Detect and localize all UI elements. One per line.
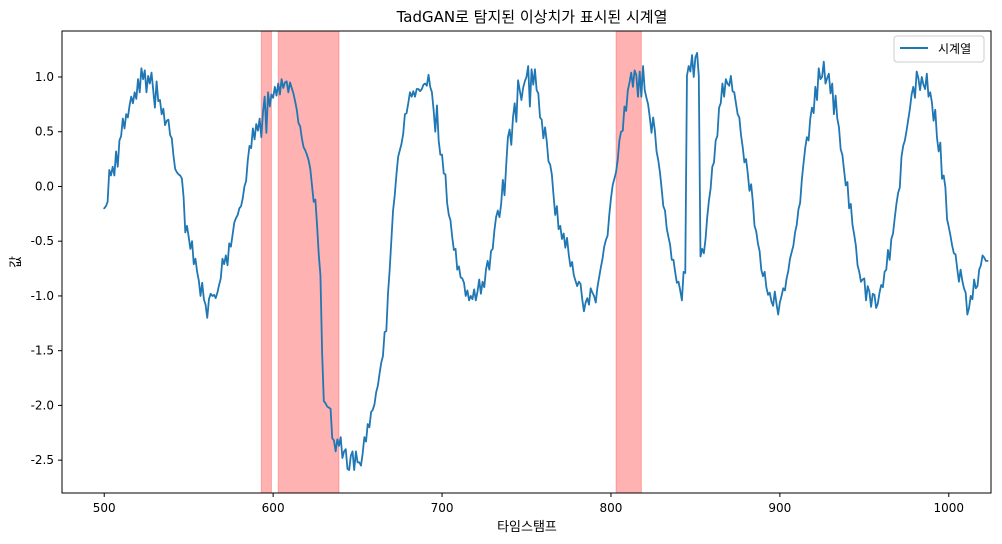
y-tick-label: 0.0 (35, 179, 54, 193)
y-tick-label: 1.0 (35, 70, 54, 84)
chart-title: TadGAN로 탐지된 이상치가 표시된 시계열 (396, 8, 668, 26)
x-tick-label: 900 (768, 501, 791, 515)
x-axis: 500 600 700 800 900 1000 (93, 493, 964, 515)
y-tick-label: -2.5 (31, 453, 54, 467)
legend: 시계열 (893, 35, 985, 63)
y-tick-label: -2.0 (31, 398, 54, 412)
y-tick-label: -1.0 (31, 289, 54, 303)
y-axis-label: 값 (9, 256, 24, 268)
series-line-1 (103, 52, 989, 471)
y-axis: 1.0 0.5 0.0 -0.5 -1.0 -1.5 -2.0 -2.5 (31, 70, 62, 467)
x-tick-label: 600 (262, 501, 285, 515)
legend-label: 시계열 (938, 42, 971, 56)
plot-frame (61, 30, 992, 494)
anomaly-region-2 (277, 30, 340, 494)
y-tick-label: -1.5 (31, 344, 54, 358)
y-tick-label: 0.5 (35, 125, 54, 139)
x-tick-label: 1000 (933, 501, 964, 515)
y-tick-label: -0.5 (31, 234, 54, 248)
x-tick-label: 800 (600, 501, 623, 515)
anomaly-regions (260, 30, 642, 494)
series-layer (103, 52, 989, 471)
x-tick-label: 500 (93, 501, 116, 515)
x-axis-label: 타임스탬프 (497, 520, 557, 535)
legend-box (893, 35, 985, 63)
x-tick-label: 700 (431, 501, 454, 515)
anomaly-region-3 (615, 30, 642, 494)
